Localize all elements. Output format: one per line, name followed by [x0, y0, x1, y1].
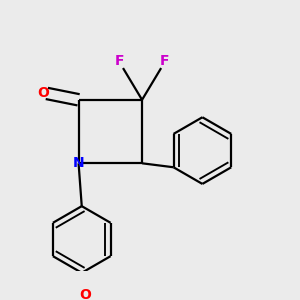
Text: F: F: [160, 54, 169, 68]
Text: F: F: [115, 54, 124, 68]
Text: O: O: [38, 86, 50, 100]
Text: O: O: [79, 288, 91, 300]
Text: N: N: [73, 156, 84, 170]
